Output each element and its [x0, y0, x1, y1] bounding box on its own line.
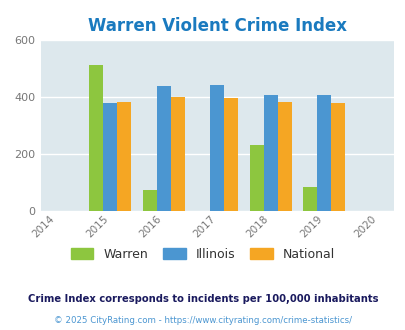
Bar: [317, 95, 330, 211]
Text: Crime Index corresponds to incidents per 100,000 inhabitants: Crime Index corresponds to incidents per…: [28, 294, 377, 304]
Bar: [249, 146, 263, 211]
Bar: [103, 103, 117, 211]
Bar: [117, 102, 131, 211]
Bar: [263, 95, 277, 211]
Bar: [143, 190, 156, 211]
Bar: [303, 187, 317, 211]
Bar: [330, 103, 344, 211]
Bar: [89, 65, 103, 211]
Bar: [156, 86, 170, 211]
Bar: [170, 97, 184, 211]
Bar: [277, 102, 291, 211]
Text: © 2025 CityRating.com - https://www.cityrating.com/crime-statistics/: © 2025 CityRating.com - https://www.city…: [54, 316, 351, 325]
Bar: [210, 85, 224, 211]
Title: Warren Violent Crime Index: Warren Violent Crime Index: [87, 17, 346, 35]
Bar: [224, 98, 237, 211]
Legend: Warren, Illinois, National: Warren, Illinois, National: [66, 243, 339, 266]
